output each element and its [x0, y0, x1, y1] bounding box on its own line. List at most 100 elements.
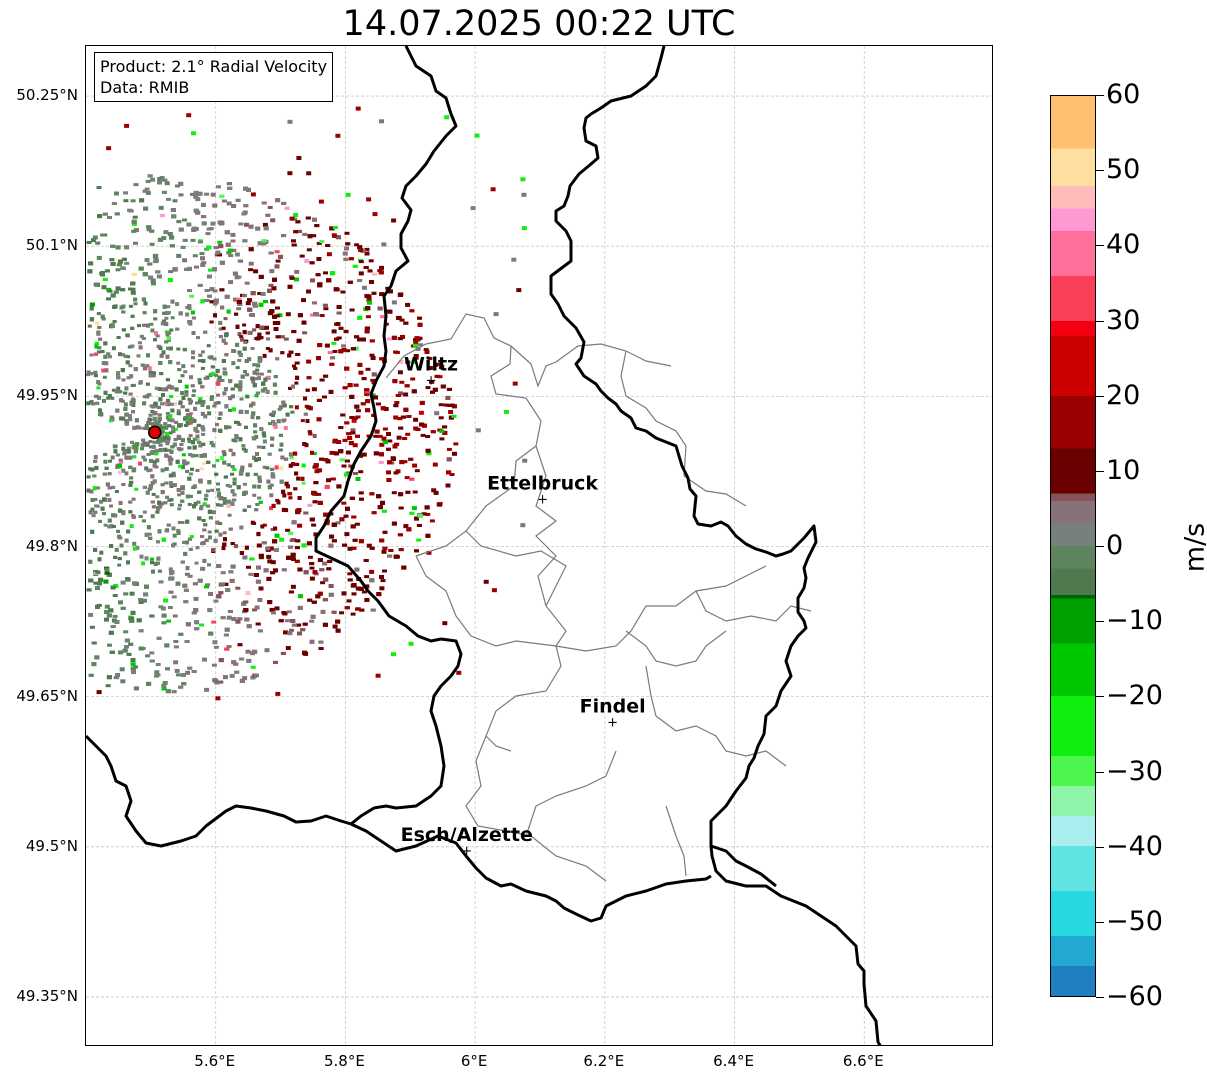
- radar-echo-pixel: [158, 361, 163, 365]
- radar-echo-pixel: [151, 422, 156, 427]
- radar-echo-pixel: [340, 290, 346, 294]
- radar-echo-pixel: [279, 479, 284, 484]
- radar-echo-pixel: [209, 320, 214, 324]
- radar-echo-pixel: [232, 493, 237, 497]
- radar-echo-pixel: [123, 592, 129, 596]
- radar-echo-pixel: [314, 224, 320, 228]
- radar-echo-pixel: [375, 673, 381, 678]
- radar-echo-pixel: [306, 359, 312, 364]
- radar-echo-pixel: [238, 222, 244, 226]
- map-canvas[interactable]: +Wiltz+Ettelbruck+Findel+Esch/Alzette: [86, 46, 993, 1046]
- radar-echo-pixel: [244, 410, 249, 414]
- radar-echo-pixel: [426, 550, 432, 555]
- radar-echo-pixel: [235, 324, 240, 329]
- radar-echo-pixel: [210, 192, 216, 197]
- radar-echo-pixel: [297, 229, 302, 233]
- radar-echo-pixel: [118, 650, 123, 655]
- radar-echo-pixel: [89, 302, 95, 307]
- radar-echo-pixel: [112, 305, 117, 309]
- radar-echo-pixel: [216, 482, 220, 486]
- radar-echo-pixel: [96, 350, 101, 354]
- radar-echo-pixel: [292, 217, 298, 221]
- radar-echo-pixel: [245, 591, 251, 595]
- radar-echo-pixel: [225, 588, 231, 592]
- radar-echo-pixel: [149, 651, 155, 655]
- radar-echo-pixel: [190, 467, 194, 471]
- radar-echo-pixel: [214, 472, 219, 476]
- radar-echo-pixel: [158, 205, 164, 210]
- radar-echo-pixel: [228, 448, 233, 452]
- radar-echo-pixel: [398, 548, 404, 552]
- radar-echo-pixel: [181, 364, 186, 369]
- radar-echo-pixel: [143, 301, 148, 306]
- radar-echo-pixel: [127, 414, 132, 419]
- canton-boundary-remich: [525, 750, 617, 837]
- map-panel[interactable]: + Wiltz + Ettelbruck + Findel + Esch/Alzette Pr…: [85, 45, 993, 1046]
- radar-echo-pixel: [269, 269, 275, 274]
- radar-echo-pixel: [252, 493, 257, 497]
- radar-echo-pixel: [388, 549, 394, 552]
- city-findel: +Findel: [580, 696, 646, 731]
- radar-echo-pixel: [207, 509, 212, 514]
- radar-echo-pixel: [273, 548, 279, 552]
- radar-echo-pixel: [397, 370, 403, 375]
- radar-echo-pixel: [158, 448, 163, 453]
- radar-echo-pixel: [265, 213, 271, 217]
- radar-echo-pixel: [188, 434, 193, 438]
- radar-echo-pixel: [364, 598, 370, 602]
- radar-echo-pixel: [169, 484, 174, 488]
- radar-echo-pixel: [202, 528, 207, 532]
- radar-echo-pixel: [218, 658, 224, 663]
- radar-echo-pixel: [104, 610, 110, 614]
- radar-echo-pixel: [349, 496, 355, 500]
- radar-echo-pixel: [216, 381, 221, 386]
- radar-echo-pixel: [150, 278, 156, 283]
- radar-echo-pixel: [151, 569, 155, 574]
- radar-echo-pixel: [142, 323, 147, 327]
- radar-echo-pixel: [88, 559, 93, 564]
- radar-echo-pixel: [131, 410, 135, 414]
- radar-echo-pixel: [111, 525, 116, 528]
- radar-echo-pixel: [128, 455, 133, 460]
- radar-echo-pixel: [278, 254, 283, 259]
- radar-echo-pixel: [418, 343, 424, 347]
- radar-echo-pixel: [187, 320, 192, 324]
- radar-echo-pixel: [238, 353, 243, 357]
- radar-echo-pixel: [413, 355, 419, 360]
- radar-echo-pixel: [211, 443, 216, 448]
- radar-echo-pixel: [285, 646, 291, 650]
- radar-echo-pixel: [170, 316, 175, 320]
- radar-echo-pixel: [172, 442, 177, 447]
- radar-echo-pixel: [312, 301, 317, 305]
- radar-echo-pixel: [226, 504, 231, 508]
- radar-echo-pixel: [192, 418, 197, 423]
- radar-echo-pixel: [185, 670, 191, 675]
- lon-tick-label: 5.6°E: [194, 1052, 236, 1070]
- radar-echo-pixel: [141, 438, 146, 442]
- radar-echo-pixel: [197, 516, 202, 521]
- radar-echo-pixel: [121, 483, 126, 486]
- radar-echo-pixel: [377, 306, 383, 311]
- radar-echo-pixel: [293, 451, 298, 456]
- radar-echo-pixel: [169, 498, 174, 502]
- radar-echo-pixel: [125, 577, 131, 581]
- radar-echo-pixel: [306, 376, 312, 380]
- radar-echo-pixel: [413, 343, 419, 348]
- radar-echo-pixel: [373, 451, 379, 456]
- radar-echo-pixel: [180, 405, 185, 409]
- radar-echo-pixel: [91, 641, 97, 645]
- radar-echo-pixel: [276, 419, 281, 424]
- radar-echo-pixel: [142, 189, 148, 193]
- radar-echo-pixel: [284, 206, 290, 210]
- radar-echo-pixel: [277, 313, 283, 318]
- radar-echo-pixel: [226, 251, 232, 255]
- radar-echo-pixel: [365, 306, 371, 311]
- radar-echo-pixel: [243, 341, 248, 344]
- radar-echo-pixel: [202, 558, 207, 563]
- radar-echo-pixel: [230, 394, 235, 399]
- radar-echo-pixel: [366, 197, 372, 202]
- radar-echo-pixel: [417, 316, 422, 320]
- radar-echo-pixel: [425, 448, 431, 453]
- radar-echo-pixel: [201, 261, 207, 265]
- radar-echo-pixel: [163, 401, 168, 406]
